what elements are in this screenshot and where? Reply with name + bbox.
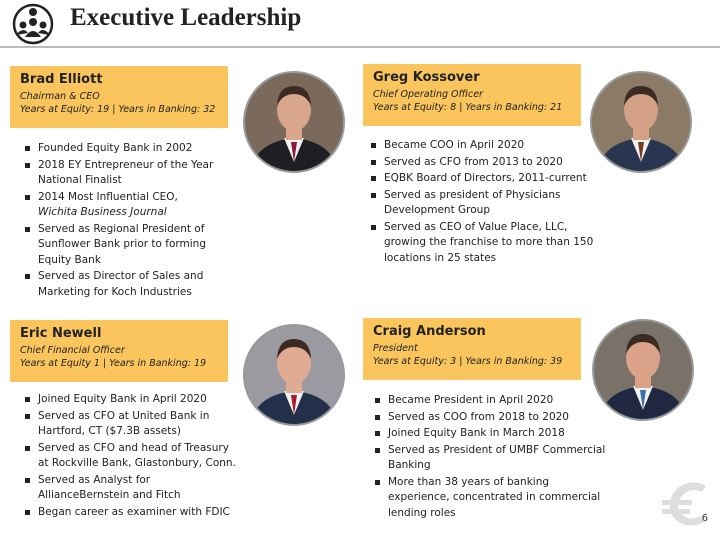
- executive-role: Chief Operating Officer: [373, 89, 483, 100]
- bullet-item: 2014 Most Influential CEO, Wichita Busine…: [25, 190, 238, 221]
- team-icon: [12, 3, 54, 45]
- bullet-item: Served as Director of Sales and Marketin…: [25, 269, 238, 300]
- bullet-list: Became COO in April 2020 Served as CFO fr…: [368, 138, 606, 267]
- portrait: [243, 324, 345, 426]
- portrait: [592, 319, 694, 421]
- divider: [0, 46, 720, 48]
- page-title: Executive Leadership: [70, 4, 302, 31]
- bullet-item: Served as President of UMBF Commercial B…: [375, 443, 610, 474]
- executive-tenure: Years at Equity: 3 | Years in Banking: 3…: [373, 356, 563, 367]
- bullet-emphasis: Wichita Business Journal: [38, 206, 167, 218]
- page-number: 6: [701, 513, 708, 524]
- executive-name: Craig Anderson: [373, 324, 486, 339]
- executive-role: Chief Financial Officer: [20, 345, 125, 356]
- bullet-text: 2014 Most Influential CEO,: [38, 190, 178, 203]
- bullet-item: Became COO in April 2020: [371, 138, 606, 154]
- executive-name: Eric Newell: [20, 326, 102, 341]
- portrait: [590, 71, 692, 173]
- bullet-item: Joined Equity Bank in April 2020: [25, 392, 238, 408]
- executive-name: Greg Kossover: [373, 70, 480, 85]
- bullet-item: Served as CEO of Value Place, LLC, growi…: [371, 220, 606, 267]
- bullet-item: Served as COO from 2018 to 2020: [375, 410, 610, 426]
- bullet-item: More than 38 years of banking experience…: [375, 475, 610, 522]
- bullet-item: Began career as examiner with FDIC: [25, 505, 238, 521]
- bullet-item: Served as CFO and head of Treasury at Ro…: [25, 441, 238, 472]
- bullet-item: Served as president of Physicians Develo…: [371, 188, 606, 219]
- executive-name: Brad Elliott: [20, 72, 103, 87]
- logo: [662, 482, 706, 526]
- bullet-item: EQBK Board of Directors, 2011-current: [371, 171, 606, 187]
- portrait: [243, 71, 345, 173]
- name-card: Greg Kossover Chief Operating Officer Year…: [363, 64, 581, 126]
- executive-tenure: Years at Equity 1 | Years in Banking: 19: [20, 358, 207, 369]
- executive-role: Chairman & CEO: [20, 91, 100, 102]
- bullet-item: Joined Equity Bank in March 2018: [375, 426, 610, 442]
- bullet-item: Served as Analyst for AllianceBernstein …: [25, 473, 238, 504]
- name-card: Eric Newell Chief Financial Officer Years …: [10, 320, 228, 382]
- name-card: Brad Elliott Chairman & CEO Years at Equit…: [10, 66, 228, 128]
- bullet-item: 2018 EY Entrepreneur of the Year Nationa…: [25, 158, 238, 189]
- bullet-list: Became President in April 2020 Served as …: [372, 393, 610, 522]
- name-card: Craig Anderson President Years at Equity: …: [363, 318, 581, 380]
- executive-role: President: [373, 343, 418, 354]
- bullet-item: Served as Regional President of Sunflowe…: [25, 222, 238, 269]
- bullet-list: Joined Equity Bank in April 2020 Served a…: [22, 392, 238, 521]
- executive-tenure: Years at Equity: 8 | Years in Banking: 2…: [373, 102, 563, 113]
- bullet-list: Founded Equity Bank in 2002 2018 EY Entre…: [22, 141, 238, 301]
- bullet-item: Founded Equity Bank in 2002: [25, 141, 238, 157]
- bullet-item: Became President in April 2020: [375, 393, 610, 409]
- bullet-item: Served as CFO from 2013 to 2020: [371, 155, 606, 171]
- executive-tenure: Years at Equity: 19 | Years in Banking: …: [20, 104, 216, 115]
- bullet-item: Served as CFO at United Bank in Hartford…: [25, 409, 238, 440]
